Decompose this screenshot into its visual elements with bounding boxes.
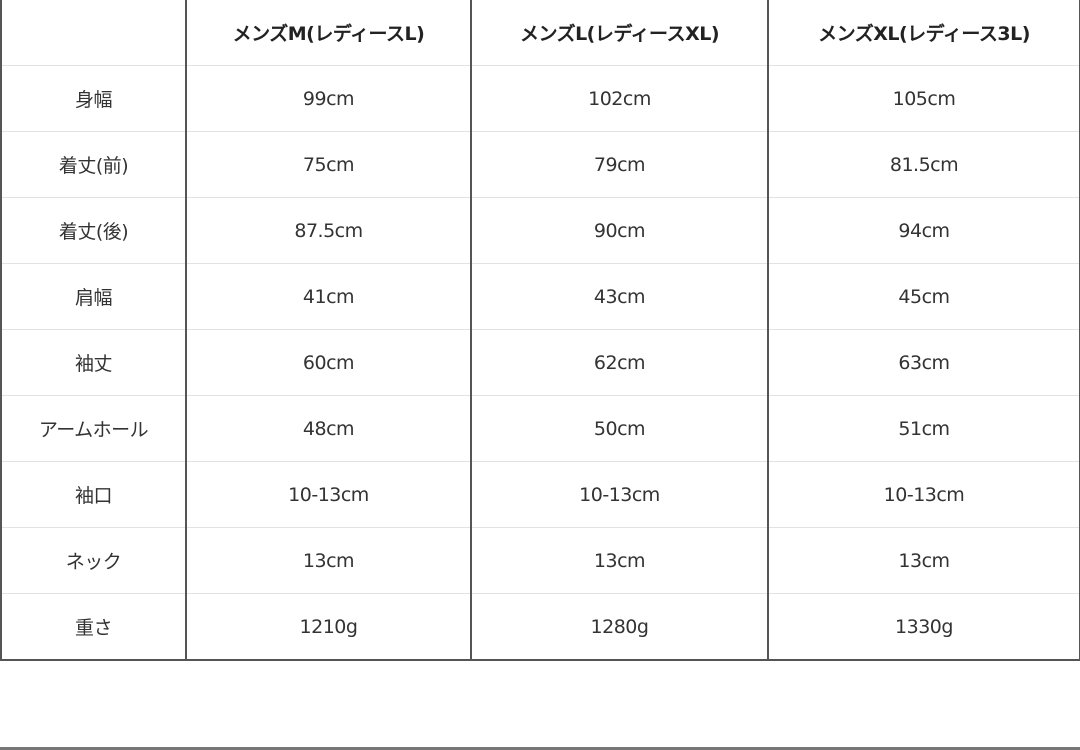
table-cell: 10-13cm xyxy=(767,461,1080,528)
row-label: 肩幅 xyxy=(0,263,187,330)
table-cell: 10-13cm xyxy=(185,461,472,528)
table-cell: 45cm xyxy=(767,263,1080,330)
header-row: メンズM(レディースL) メンズL(レディースXL) メンズXL(レディース3L… xyxy=(0,0,1080,66)
table-cell: 79cm xyxy=(470,131,769,198)
header-empty xyxy=(0,0,187,66)
size-table: メンズM(レディースL) メンズL(レディースXL) メンズXL(レディース3L… xyxy=(0,0,1080,661)
header-size-xl: メンズXL(レディース3L) xyxy=(767,0,1080,66)
row-label: 着丈(前) xyxy=(0,131,187,198)
table-cell: 99cm xyxy=(185,65,472,132)
table-row: 着丈(前) 75cm 79cm 81.5cm xyxy=(0,131,1080,198)
row-label: 重さ xyxy=(0,593,187,661)
table-cell: 51cm xyxy=(767,395,1080,462)
table-cell: 105cm xyxy=(767,65,1080,132)
table-cell: 75cm xyxy=(185,131,472,198)
table-cell: 48cm xyxy=(185,395,472,462)
table-cell: 41cm xyxy=(185,263,472,330)
table-cell: 94cm xyxy=(767,197,1080,264)
row-label: 着丈(後) xyxy=(0,197,187,264)
table-cell: 10-13cm xyxy=(470,461,769,528)
table-cell: 1210g xyxy=(185,593,472,661)
table-cell: 102cm xyxy=(470,65,769,132)
row-label: 身幅 xyxy=(0,65,187,132)
table-row: 袖丈 60cm 62cm 63cm xyxy=(0,329,1080,396)
row-label: ネック xyxy=(0,527,187,594)
table-cell: 1280g xyxy=(470,593,769,661)
table-row: 肩幅 41cm 43cm 45cm xyxy=(0,263,1080,330)
row-label: アームホール xyxy=(0,395,187,462)
table-row: 身幅 99cm 102cm 105cm xyxy=(0,65,1080,132)
bottom-divider xyxy=(0,747,1080,750)
header-size-m: メンズM(レディースL) xyxy=(185,0,472,66)
table-row: 着丈(後) 87.5cm 90cm 94cm xyxy=(0,197,1080,264)
table-row: 袖口 10-13cm 10-13cm 10-13cm xyxy=(0,461,1080,528)
row-label: 袖口 xyxy=(0,461,187,528)
table-cell: 81.5cm xyxy=(767,131,1080,198)
table-cell: 13cm xyxy=(767,527,1080,594)
table-row: ネック 13cm 13cm 13cm xyxy=(0,527,1080,594)
header-size-l: メンズL(レディースXL) xyxy=(470,0,769,66)
table-cell: 87.5cm xyxy=(185,197,472,264)
table-cell: 90cm xyxy=(470,197,769,264)
table-cell: 62cm xyxy=(470,329,769,396)
table-row: アームホール 48cm 50cm 51cm xyxy=(0,395,1080,462)
table-cell: 60cm xyxy=(185,329,472,396)
table-cell: 1330g xyxy=(767,593,1080,661)
table-cell: 43cm xyxy=(470,263,769,330)
row-label: 袖丈 xyxy=(0,329,187,396)
table-cell: 50cm xyxy=(470,395,769,462)
table-row: 重さ 1210g 1280g 1330g xyxy=(0,593,1080,661)
table-cell: 13cm xyxy=(185,527,472,594)
table-cell: 63cm xyxy=(767,329,1080,396)
table-cell: 13cm xyxy=(470,527,769,594)
